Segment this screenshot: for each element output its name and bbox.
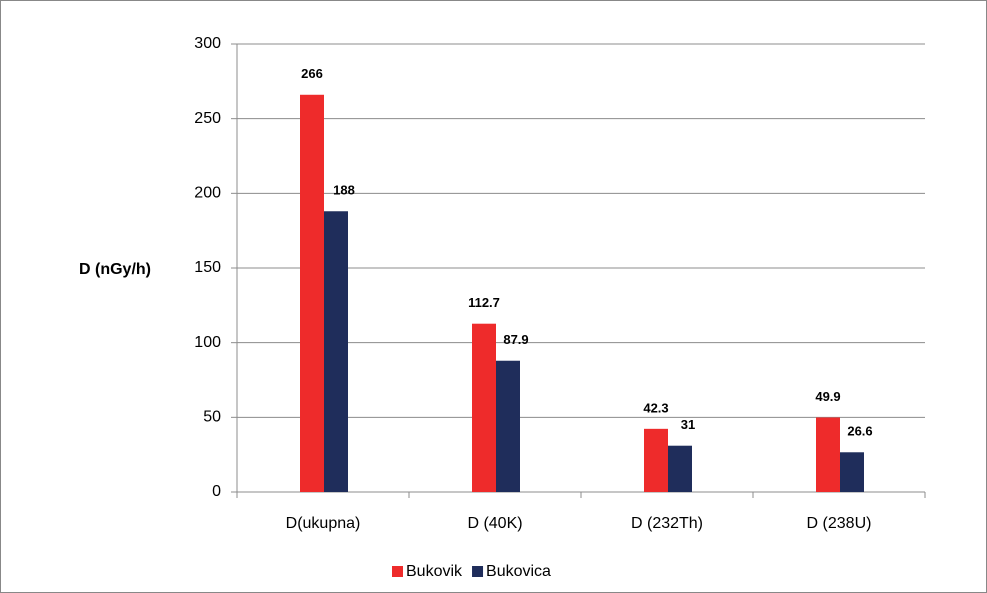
bar — [324, 211, 348, 492]
legend-label: Bukovik — [406, 563, 463, 580]
x-tick-label: D (40K) — [467, 515, 522, 532]
y-tick-label: 50 — [203, 409, 221, 426]
bar — [300, 94, 324, 493]
x-tick-label: D(ukupna) — [286, 515, 361, 532]
bar — [668, 445, 692, 492]
y-tick-label: 250 — [194, 110, 221, 127]
y-tick-label: 300 — [194, 35, 221, 52]
legend-swatch — [472, 566, 484, 577]
bar — [472, 323, 496, 492]
bar — [816, 417, 840, 492]
value-label: 26.6 — [847, 424, 872, 439]
x-tick-label: D (238U) — [807, 515, 872, 532]
legend-label: Bukovica — [486, 563, 551, 580]
value-label: 87.9 — [503, 332, 528, 347]
x-tick-label: D (232Th) — [631, 515, 703, 532]
y-tick-label: 0 — [212, 483, 221, 500]
bar — [496, 360, 520, 492]
value-label: 188 — [333, 183, 355, 198]
value-label: 49.9 — [815, 389, 840, 404]
value-label: 42.3 — [643, 400, 668, 415]
y-tick-label: 150 — [194, 259, 221, 276]
y-tick-label: 200 — [194, 185, 221, 202]
value-label: 266 — [301, 66, 323, 81]
value-label: 31 — [681, 417, 695, 432]
y-tick-label: 100 — [194, 334, 221, 351]
bar — [840, 452, 864, 492]
y-axis-label: D (nGy/h) — [79, 261, 151, 278]
value-label: 112.7 — [468, 295, 500, 310]
bar — [644, 428, 668, 492]
legend-swatch — [392, 566, 403, 577]
